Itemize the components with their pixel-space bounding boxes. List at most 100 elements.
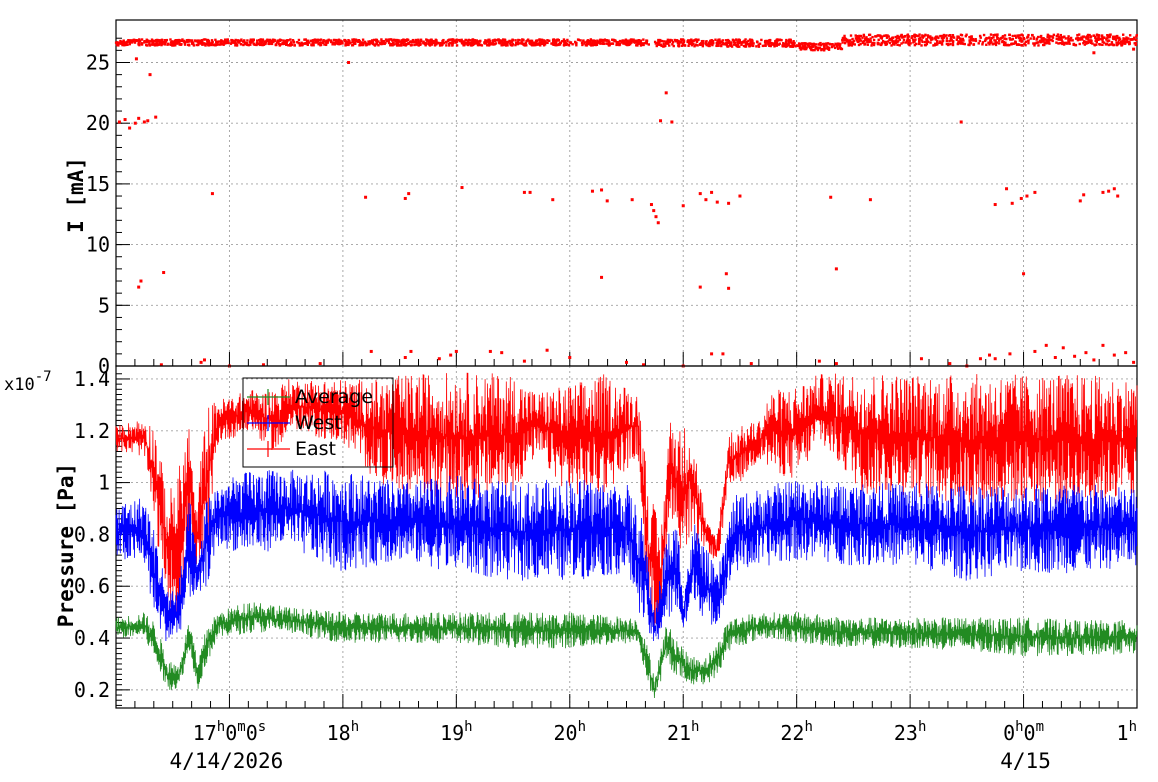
current-point	[732, 40, 736, 43]
current-point	[1003, 34, 1007, 37]
current-point	[387, 41, 391, 45]
current-point	[199, 39, 202, 42]
current-point	[375, 41, 379, 44]
x-tick-unit: m	[1036, 719, 1044, 735]
current-outlier-point	[123, 118, 127, 122]
current-point	[742, 44, 746, 48]
current-point	[908, 39, 911, 43]
current-point	[364, 42, 367, 45]
current-outlier-point	[600, 188, 604, 192]
current-point	[309, 39, 313, 43]
current-point	[885, 40, 888, 44]
current-point	[1014, 40, 1017, 44]
current-point	[1012, 42, 1015, 45]
current-point	[836, 42, 840, 45]
current-point	[1099, 37, 1103, 41]
current-point	[670, 39, 674, 42]
current-point	[130, 41, 134, 44]
current-point	[752, 42, 755, 45]
current-point	[176, 40, 179, 44]
current-point	[205, 42, 208, 46]
current-point	[660, 39, 664, 43]
current-point	[1101, 37, 1104, 40]
current-outlier-point	[727, 201, 731, 205]
current-point	[767, 42, 770, 46]
current-point	[641, 43, 644, 47]
current-outlier-point	[449, 353, 453, 357]
current-point	[775, 44, 778, 47]
current-point	[736, 42, 740, 45]
current-point	[419, 38, 423, 41]
current-point	[278, 38, 282, 41]
current-point	[825, 44, 828, 47]
current-point	[241, 40, 245, 43]
current-point	[994, 41, 997, 44]
current-point	[897, 37, 901, 40]
x-tick-label: 19h	[440, 719, 473, 745]
current-point	[550, 42, 553, 45]
current-point	[632, 39, 635, 42]
current-point	[297, 41, 300, 45]
current-point	[450, 38, 454, 41]
current-point	[775, 43, 779, 46]
current-point	[987, 41, 990, 44]
current-point	[886, 40, 890, 43]
current-point	[768, 44, 771, 48]
current-outlier-point	[1116, 194, 1120, 198]
current-point	[137, 43, 140, 46]
current-point	[1133, 42, 1136, 45]
current-point	[913, 33, 916, 36]
current-point	[1010, 43, 1013, 46]
current-point	[784, 45, 788, 48]
current-point	[919, 36, 922, 39]
current-point	[1011, 34, 1014, 38]
current-point	[906, 38, 909, 42]
current-point	[415, 43, 418, 46]
current-point	[475, 42, 478, 45]
current-point	[1095, 43, 1098, 46]
current-point	[907, 42, 910, 46]
current-outlier-point	[721, 352, 725, 356]
current-point	[789, 38, 792, 42]
current-point	[257, 42, 261, 46]
current-outlier-point	[369, 349, 373, 353]
current-outlier-point	[137, 116, 141, 120]
current-point	[657, 39, 660, 42]
current-point	[556, 38, 559, 41]
current-point	[417, 38, 420, 41]
current-point	[945, 34, 948, 37]
pressure-series-average	[115, 602, 1138, 699]
current-point	[1048, 42, 1051, 45]
current-outlier-point	[948, 362, 952, 366]
current-point	[476, 40, 480, 44]
current-point	[990, 36, 994, 40]
current-point	[1093, 43, 1096, 46]
current-point	[222, 41, 225, 44]
current-point	[475, 39, 478, 42]
current-point	[841, 41, 844, 44]
current-outlier-point	[210, 192, 214, 196]
current-point	[658, 41, 661, 45]
current-point	[145, 41, 148, 44]
current-point	[171, 41, 174, 44]
current-point	[677, 44, 680, 47]
current-point	[1020, 44, 1023, 47]
current-point	[707, 42, 711, 45]
current-point	[419, 43, 422, 46]
current-point	[913, 39, 916, 42]
current-point	[902, 35, 905, 38]
current-point	[375, 42, 378, 46]
current-point	[361, 38, 365, 41]
current-point	[382, 40, 386, 43]
current-point	[620, 41, 623, 44]
current-point	[427, 41, 431, 45]
current-point	[1115, 43, 1118, 47]
current-point	[246, 43, 249, 47]
pressure-series-east	[115, 372, 1138, 629]
current-point	[122, 39, 125, 42]
current-outlier-point	[1112, 187, 1116, 191]
current-point	[856, 40, 860, 44]
current-point	[358, 44, 361, 47]
current-point	[538, 38, 541, 41]
current-point	[1045, 42, 1048, 45]
